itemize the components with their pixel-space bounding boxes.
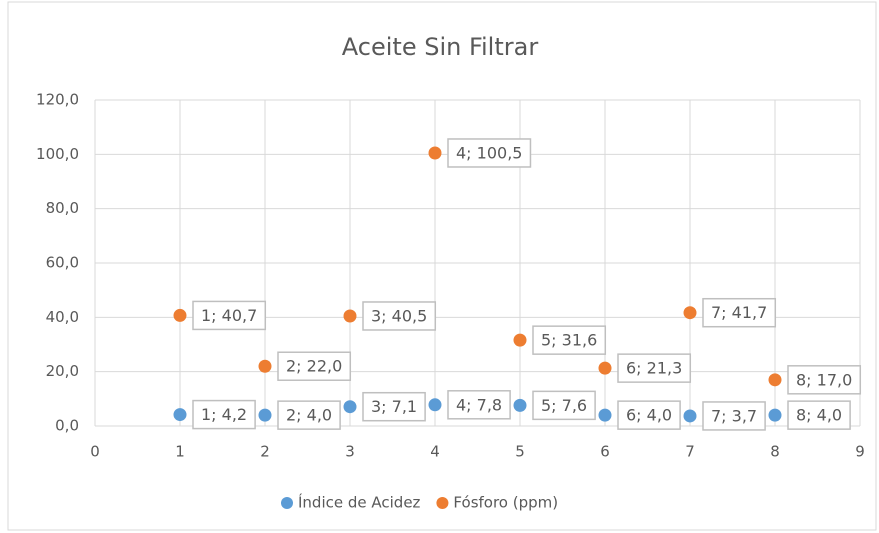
x-tick-label: 8 xyxy=(770,443,780,461)
legend-label: Fósforo (ppm) xyxy=(453,494,558,512)
data-label: 4; 100,5 xyxy=(456,143,522,162)
data-label-box xyxy=(362,391,426,422)
data-label-box xyxy=(532,325,607,355)
data-label: 7; 3,7 xyxy=(711,406,757,425)
data-label: 1; 4,2 xyxy=(201,405,247,424)
point xyxy=(683,306,697,320)
chart-frame xyxy=(7,1,877,531)
x-tick-label: 3 xyxy=(345,443,355,461)
point xyxy=(598,361,612,375)
data-label-box xyxy=(447,138,532,168)
data-label-box xyxy=(702,401,766,431)
data-label: 4; 7,8 xyxy=(456,395,502,414)
point xyxy=(173,408,187,422)
data-label-box xyxy=(532,390,596,421)
data-label: 5; 31,6 xyxy=(541,331,597,350)
data-label: 8; 17,0 xyxy=(796,370,852,389)
point xyxy=(343,400,357,414)
legend-marker xyxy=(436,497,449,509)
legend-marker xyxy=(281,497,293,509)
data-label-box xyxy=(447,390,511,420)
x-tick-label: 4 xyxy=(430,443,440,461)
x-tick-label: 6 xyxy=(600,443,610,461)
point xyxy=(258,408,272,422)
chart-title: Aceite Sin Filtrar xyxy=(342,33,539,61)
legend-label: Índice de Acidez xyxy=(298,493,421,512)
point xyxy=(513,398,527,412)
data-label-box xyxy=(617,400,681,430)
data-label: 8; 4,0 xyxy=(796,406,842,425)
x-tick-label: 2 xyxy=(260,443,270,461)
y-tick-label: 60,0 xyxy=(46,254,79,272)
data-label-box xyxy=(362,301,437,331)
x-tick-label: 0 xyxy=(90,443,100,461)
data-label: 3; 40,5 xyxy=(371,306,427,325)
y-tick-label: 20,0 xyxy=(46,362,79,380)
point xyxy=(258,359,272,373)
point xyxy=(428,146,442,160)
x-tick-label: 5 xyxy=(515,443,525,461)
data-label: 5; 7,6 xyxy=(541,396,587,415)
data-label: 7; 41,7 xyxy=(711,303,767,322)
point xyxy=(598,408,612,422)
data-label: 2; 22,0 xyxy=(286,357,342,376)
y-tick-label: 40,0 xyxy=(46,308,79,326)
data-label-box xyxy=(192,399,256,430)
data-label-box xyxy=(277,351,352,381)
data-label-box xyxy=(787,400,851,430)
x-tick-label: 9 xyxy=(855,443,865,461)
data-label: 6; 4,0 xyxy=(626,406,672,425)
point xyxy=(513,333,527,347)
data-label: 3; 7,1 xyxy=(371,397,417,416)
data-label-box xyxy=(617,353,692,383)
point xyxy=(768,373,782,387)
data-label: 1; 40,7 xyxy=(201,306,257,325)
x-tick-label: 7 xyxy=(685,443,695,461)
point xyxy=(683,409,697,423)
point xyxy=(173,308,187,322)
data-label-box xyxy=(192,300,267,331)
data-label-box xyxy=(787,365,862,395)
y-tick-label: 80,0 xyxy=(46,199,79,217)
data-label-box xyxy=(277,400,341,430)
point xyxy=(343,309,357,323)
point xyxy=(768,408,782,422)
x-tick-label: 1 xyxy=(175,443,185,461)
point xyxy=(428,398,442,412)
y-tick-label: 100,0 xyxy=(36,145,79,163)
y-tick-label: 120,0 xyxy=(36,91,79,109)
y-tick-label: 0,0 xyxy=(55,417,79,435)
data-label: 6; 21,3 xyxy=(626,359,682,378)
data-label: 2; 4,0 xyxy=(286,406,332,425)
data-label-box xyxy=(702,297,777,328)
